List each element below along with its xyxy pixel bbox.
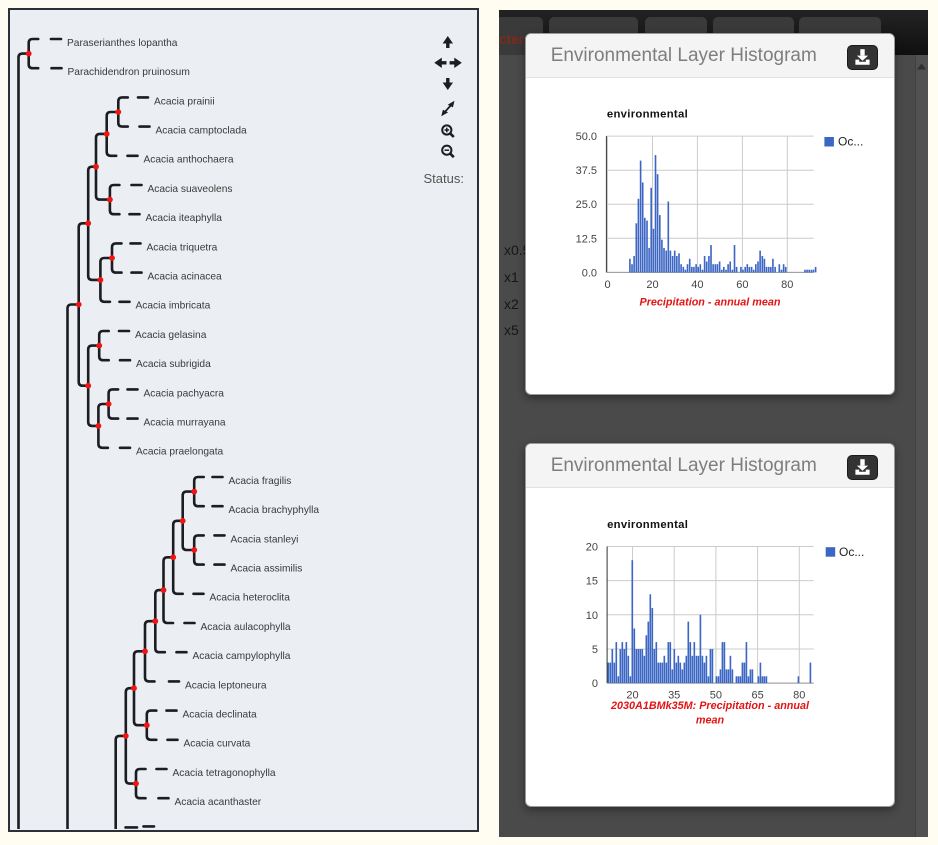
svg-text:25.0: 25.0	[576, 199, 597, 211]
svg-text:Acacia tetragonophylla: Acacia tetragonophylla	[173, 768, 276, 779]
svg-text:0.0: 0.0	[582, 267, 597, 279]
svg-text:37.5: 37.5	[576, 165, 597, 177]
svg-text:Acacia fragilis: Acacia fragilis	[229, 476, 292, 487]
svg-text:Acacia assimilis: Acacia assimilis	[231, 563, 303, 574]
svg-text:0: 0	[604, 279, 610, 291]
svg-text:35: 35	[668, 690, 680, 702]
svg-text:50.0: 50.0	[576, 131, 597, 143]
svg-text:Acacia brachyphylla: Acacia brachyphylla	[229, 505, 320, 516]
svg-text:Acacia acinacea: Acacia acinacea	[148, 271, 223, 282]
svg-text:mean: mean	[696, 715, 725, 727]
svg-text:Acacia gelasina: Acacia gelasina	[135, 330, 207, 341]
svg-text:Acacia heteroclita: Acacia heteroclita	[210, 593, 291, 604]
svg-text:Status:: Status:	[424, 171, 464, 186]
svg-text:10: 10	[586, 610, 598, 622]
svg-text:Parachidendron pruinosum: Parachidendron pruinosum	[68, 67, 190, 78]
svg-text:50: 50	[710, 690, 722, 702]
svg-text:65: 65	[751, 690, 763, 702]
svg-text:40: 40	[691, 279, 703, 291]
svg-text:Precipitation - annual mean: Precipitation - annual mean	[640, 297, 781, 309]
svg-text:Acacia subrigida: Acacia subrigida	[136, 359, 211, 370]
svg-text:Acacia campylophylla: Acacia campylophylla	[193, 651, 291, 662]
svg-text:Oc...: Oc...	[838, 135, 863, 149]
svg-text:15: 15	[586, 576, 598, 588]
svg-text:80: 80	[781, 279, 793, 291]
svg-text:Acacia leptoneura: Acacia leptoneura	[185, 680, 267, 691]
svg-text:environmental: environmental	[607, 519, 688, 531]
svg-text:60: 60	[736, 279, 748, 291]
svg-text:Acacia suaveolens: Acacia suaveolens	[148, 184, 233, 195]
svg-text:5: 5	[592, 644, 598, 656]
svg-text:12.5: 12.5	[576, 233, 597, 245]
svg-text:Acacia stanleyi: Acacia stanleyi	[231, 534, 299, 545]
svg-text:Acacia iteaphylla: Acacia iteaphylla	[146, 213, 223, 224]
svg-text:environmental: environmental	[607, 109, 688, 121]
svg-text:20: 20	[626, 690, 638, 702]
svg-text:Acacia aulacophylla: Acacia aulacophylla	[201, 622, 291, 633]
svg-text:Acacia anthochaera: Acacia anthochaera	[144, 155, 234, 166]
svg-text:Acacia pachyacra: Acacia pachyacra	[144, 388, 225, 399]
svg-text:Acacia praelongata: Acacia praelongata	[136, 447, 224, 458]
svg-text:Acacia prainii: Acacia prainii	[154, 96, 215, 107]
svg-text:80: 80	[793, 690, 805, 702]
svg-text:Oc...: Oc...	[839, 545, 864, 559]
svg-text:20: 20	[646, 279, 658, 291]
svg-text:Paraserianthes lopantha: Paraserianthes lopantha	[67, 38, 178, 49]
svg-text:20: 20	[586, 542, 598, 554]
svg-text:Acacia triquetra: Acacia triquetra	[147, 242, 218, 253]
svg-text:0: 0	[592, 678, 598, 690]
svg-text:Acacia murrayana: Acacia murrayana	[144, 417, 226, 428]
svg-text:Acacia imbricata: Acacia imbricata	[136, 301, 211, 312]
svg-text:2030A1BMk35M: Precipitation -: 2030A1BMk35M: Precipitation - annual	[610, 700, 810, 712]
svg-text:Acacia curvata: Acacia curvata	[184, 739, 251, 750]
svg-text:Acacia camptoclada: Acacia camptoclada	[156, 125, 248, 136]
svg-text:Acacia acanthaster: Acacia acanthaster	[175, 797, 262, 808]
svg-text:Acacia declinata: Acacia declinata	[183, 709, 258, 720]
